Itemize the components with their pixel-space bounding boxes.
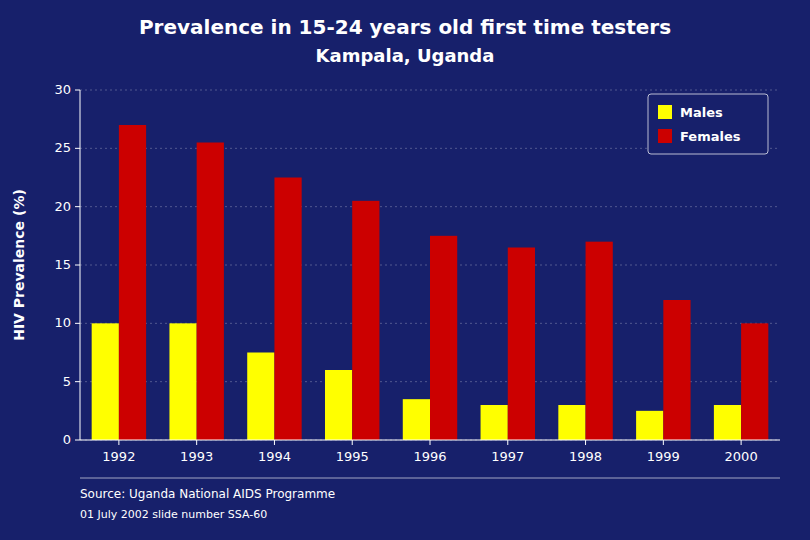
tick-label: 10: [54, 315, 71, 330]
grid-line: [80, 206, 780, 207]
tick-label: 1996: [413, 449, 446, 464]
bar: [119, 125, 146, 440]
bar: [169, 323, 196, 440]
tick-mark: [196, 440, 197, 445]
bar: [274, 178, 301, 441]
tick-label: 20: [54, 199, 71, 214]
tick-label: 1999: [647, 449, 680, 464]
bar: [481, 405, 508, 440]
tick-label: 1994: [258, 449, 291, 464]
tick-label: 0: [63, 432, 71, 447]
tick-mark: [75, 206, 80, 207]
bar: [430, 236, 457, 440]
bar: [247, 353, 274, 441]
tick-label: 2000: [725, 449, 758, 464]
annotation: Source: Uganda National AIDS Programme: [80, 487, 335, 501]
y-axis: 0 5 10 15 20 25 30: [54, 82, 780, 447]
tick-label: 1998: [569, 449, 602, 464]
bar: [636, 411, 663, 440]
tick-label: 15: [54, 257, 71, 272]
tick-label: 30: [54, 82, 71, 97]
chart: Prevalence in 15-24 years old first time…: [0, 0, 810, 540]
bar: [714, 405, 741, 440]
legend-box: [648, 94, 768, 154]
legend: Males Females: [648, 94, 768, 154]
tick-mark: [75, 265, 80, 266]
tick-mark: [75, 381, 80, 382]
bar: [508, 248, 535, 441]
tick-label: 5: [63, 374, 71, 389]
title: Prevalence in 15-24 years old first time…: [139, 15, 671, 39]
tick-mark: [663, 440, 664, 445]
bar: [197, 143, 224, 441]
tick-mark: [75, 90, 80, 91]
tick-mark: [75, 440, 80, 441]
tick-label: 25: [54, 140, 71, 155]
legend-swatch: [658, 105, 672, 119]
bar: [403, 399, 430, 440]
subtitle: Kampala, Uganda: [316, 45, 495, 66]
y-axis-line: [80, 90, 81, 440]
legend-label: Females: [680, 129, 741, 144]
bar: [325, 370, 352, 440]
bars: [92, 125, 769, 440]
axis-label: HIV Prevalence (%): [11, 189, 27, 341]
tick-mark: [118, 440, 119, 445]
bar: [352, 201, 379, 440]
legend-label: Males: [680, 105, 723, 120]
bar: [558, 405, 585, 440]
annotation: 01 July 2002 slide number SSA-60: [80, 508, 267, 521]
tick-label: 1993: [180, 449, 213, 464]
tick-mark: [430, 440, 431, 445]
tick-label: 1995: [336, 449, 369, 464]
x-axis: 1992 1993 1994 1995 1996 1997 1998 1999 2000: [102, 440, 757, 464]
bar: [92, 323, 119, 440]
tick-label: 1997: [491, 449, 524, 464]
grid-line: [80, 90, 780, 91]
tick-mark: [507, 440, 508, 445]
bar: [586, 242, 613, 440]
bar: [663, 300, 690, 440]
tick-mark: [741, 440, 742, 445]
footer-rule: [80, 478, 780, 479]
background: [0, 0, 810, 540]
bar: [741, 323, 768, 440]
legend-swatch: [658, 129, 672, 143]
tick-mark: [352, 440, 353, 445]
tick-mark: [75, 148, 80, 149]
tick-label: 1992: [102, 449, 135, 464]
tick-mark: [75, 323, 80, 324]
tick-mark: [274, 440, 275, 445]
tick-mark: [585, 440, 586, 445]
